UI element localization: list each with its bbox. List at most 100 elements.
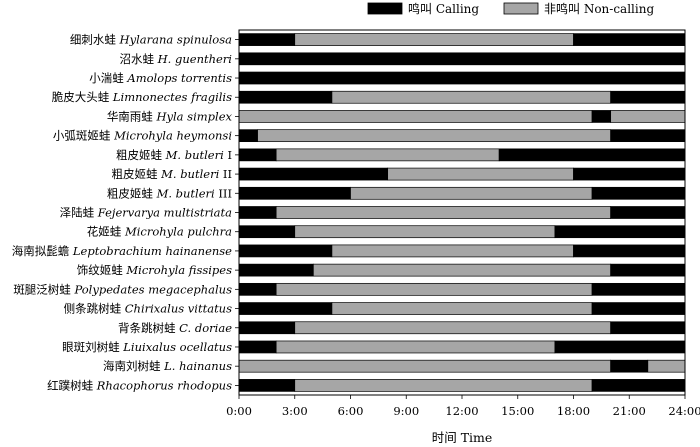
bar-segment-calling xyxy=(610,359,649,373)
bar-segment-calling xyxy=(591,186,686,200)
category-label-sci: Rhacophorus rhodopus xyxy=(96,378,232,392)
category-label-sci: Limnonectes fragilis xyxy=(112,90,232,104)
category-label-sci: Polypedates megacephalus xyxy=(73,282,232,296)
category-label: 饰纹姬蛙 Microhyla fissipes xyxy=(77,263,232,277)
category-label-cn: 红蹼树蛙 xyxy=(47,378,97,392)
bar-segment-noncalling xyxy=(238,110,593,123)
category-label-cn: 泽陆蛙 xyxy=(60,206,98,220)
category-label-suffix: III xyxy=(215,186,232,200)
category-label: 海南拟髭蟾 Leptobrachium hainanense xyxy=(12,244,232,258)
bar-segment-noncalling xyxy=(275,340,556,354)
category-label-sci: C. doriae xyxy=(179,321,232,335)
category-label-sci: Leptobrachium hainanense xyxy=(72,244,232,258)
category-label-cn: 小弧斑姬蛙 xyxy=(53,129,114,143)
bar-segment-calling xyxy=(238,148,277,162)
category-label: 泽陆蛙 Fejervarya multistriata xyxy=(60,206,233,220)
category-label: 粗皮姬蛙 M. butleri III xyxy=(107,186,232,200)
category-label: 华南雨蛙 Hyla simplex xyxy=(107,109,233,123)
bar-segment-calling xyxy=(238,263,314,277)
bar-segment-calling xyxy=(610,263,686,277)
category-label: 细刺水蛙 Hylarana spinulosa xyxy=(70,33,232,47)
category-label-sci: Microhyla pulchra xyxy=(124,225,232,239)
category-label-cn: 沼水蛙 xyxy=(120,52,158,66)
category-label-cn: 粗皮姬蛙 xyxy=(107,186,157,200)
bar-segment-noncalling xyxy=(331,302,593,315)
plot-area: 细刺水蛙 Hylarana spinulosa 沼水蛙 H. guentheri 小… xyxy=(12,29,700,418)
bar-segment-noncalling xyxy=(257,129,612,143)
x-tick-label: 6:00 xyxy=(338,404,364,418)
bar-segment-noncalling xyxy=(331,90,612,104)
x-tick-label: 24:00 xyxy=(668,404,700,418)
category-label-cn: 海南刘树蛙 xyxy=(103,359,164,373)
bar-segment-calling xyxy=(498,148,686,162)
x-axis-label: 时间 Time xyxy=(432,430,493,445)
bar-segment-calling xyxy=(591,379,686,392)
category-label-cn: 饰纹姬蛙 xyxy=(77,263,127,277)
category-label-sci: Microhyla fissipes xyxy=(125,263,232,277)
bar-segment-noncalling xyxy=(294,33,574,46)
category-label-sci: Chirixalus vittatus xyxy=(125,302,232,316)
bar-segment-calling xyxy=(591,302,686,315)
bar-segment-calling xyxy=(238,206,277,219)
bar-segment-noncalling xyxy=(275,282,593,296)
category-label-sci: Amolops torrentis xyxy=(126,71,232,85)
category-label-sci: L. hainanus xyxy=(163,359,232,373)
bar-segment-noncalling xyxy=(294,321,612,335)
bar-segment-calling xyxy=(610,129,686,143)
bar-segment-calling xyxy=(554,340,686,354)
bar-segment-calling xyxy=(238,186,351,200)
legend-swatch-noncalling xyxy=(503,2,539,15)
category-label: 小湍蛙 Amolops torrentis xyxy=(89,71,232,85)
category-label: 眼斑刘树蛙 Liuixalus ocellatus xyxy=(62,340,232,354)
bar-segment-noncalling xyxy=(294,379,593,392)
category-label: 侧条跳树蛙 Chirixalus vittatus xyxy=(64,302,233,316)
category-label: 小弧斑姬蛙 Microhyla heymonsi xyxy=(53,129,232,143)
category-label-cn: 华南雨蛙 xyxy=(107,109,157,123)
legend-label-calling: 鸣叫 Calling xyxy=(408,1,479,16)
bar-segment-noncalling xyxy=(331,244,574,258)
x-tick-label: 18:00 xyxy=(557,404,590,418)
legend-swatch-calling xyxy=(367,2,403,15)
bar-segment-noncalling xyxy=(238,359,612,373)
bar-segment-calling xyxy=(610,90,686,104)
bar-segment-calling xyxy=(238,129,258,143)
category-label-sci: M. butleri xyxy=(156,186,215,200)
category-label-sci: M. butleri xyxy=(165,148,224,162)
legend: 鸣叫 Calling 非鸣叫 Non-calling xyxy=(367,1,654,16)
bar-segment-calling xyxy=(573,33,686,46)
category-label: 花姬蛙 Microhyla pulchra xyxy=(87,225,232,239)
category-label-suffix: II xyxy=(219,167,232,181)
bar-segment-calling xyxy=(554,225,686,239)
category-label: 沼水蛙 H. guentheri xyxy=(120,52,233,66)
x-tick-label: 12:00 xyxy=(445,404,478,418)
bar-segment-calling xyxy=(238,340,277,354)
x-tick-label: 0:00 xyxy=(226,404,252,418)
category-label-cn: 花姬蛙 xyxy=(87,225,125,239)
bar-segment-calling xyxy=(238,167,389,181)
x-tick-label: 15:00 xyxy=(501,404,534,418)
bar-segment-calling xyxy=(238,321,296,335)
category-label-cn: 斑腿泛树蛙 xyxy=(13,282,74,296)
bar-segment-noncalling xyxy=(275,206,612,219)
category-label: 红蹼树蛙 Rhacophorus rhodopus xyxy=(47,378,232,392)
bar-segment-calling xyxy=(238,90,333,104)
category-label-cn: 小湍蛙 xyxy=(89,71,127,85)
category-label: 背条跳树蛙 C. doriae xyxy=(118,321,232,335)
bar-segment-noncalling xyxy=(387,167,574,181)
bar-segment-noncalling xyxy=(350,186,593,200)
bar-segment-calling xyxy=(573,244,686,258)
x-tick-label: 21:00 xyxy=(613,404,646,418)
bar-segment-calling xyxy=(591,282,686,296)
category-label-cn: 背条跳树蛙 xyxy=(118,321,179,335)
bar-segment-calling xyxy=(238,33,296,46)
bar-segment-noncalling xyxy=(275,148,500,162)
bar-segment-noncalling xyxy=(312,263,612,277)
category-label: 斑腿泛树蛙 Polypedates megacephalus xyxy=(13,282,232,296)
category-label-sci: H. guentheri xyxy=(157,52,233,66)
bar-segment-calling xyxy=(238,244,333,258)
bar-segment-noncalling xyxy=(294,225,556,239)
category-label-sci: Hylarana spinulosa xyxy=(119,33,233,47)
category-label-cn: 脆皮大头蛙 xyxy=(52,90,113,104)
category-label: 脆皮大头蛙 Limnonectes fragilis xyxy=(52,90,232,104)
category-label-cn: 粗皮姬蛙 xyxy=(111,167,161,181)
